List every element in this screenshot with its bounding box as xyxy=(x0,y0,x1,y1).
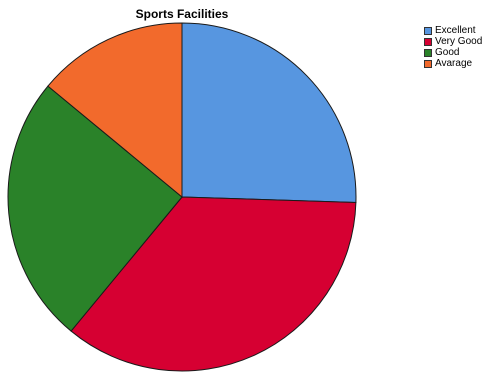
legend-swatch xyxy=(424,26,432,35)
pie-slice-good xyxy=(7,85,183,332)
pie-slice-excellent xyxy=(181,22,357,203)
legend: Excellent Very Good Good Avarage xyxy=(424,25,482,69)
legend-label: Avarage xyxy=(435,58,473,69)
pie-slice-very-good xyxy=(70,196,357,372)
legend-label: Very Good xyxy=(435,36,483,47)
legend-item-good: Good xyxy=(424,47,482,58)
legend-label: Good xyxy=(435,47,460,58)
legend-item-very-good: Very Good xyxy=(424,36,482,47)
chart-title: Sports Facilities xyxy=(135,7,229,21)
legend-swatch xyxy=(424,59,432,68)
pie-slices xyxy=(7,22,357,372)
legend-label: Excellent xyxy=(435,25,476,36)
legend-item-average: Avarage xyxy=(424,58,482,69)
legend-swatch xyxy=(424,37,432,46)
legend-item-excellent: Excellent xyxy=(424,25,482,36)
pie-slice-avarage xyxy=(47,22,183,199)
legend-swatch xyxy=(424,48,432,57)
